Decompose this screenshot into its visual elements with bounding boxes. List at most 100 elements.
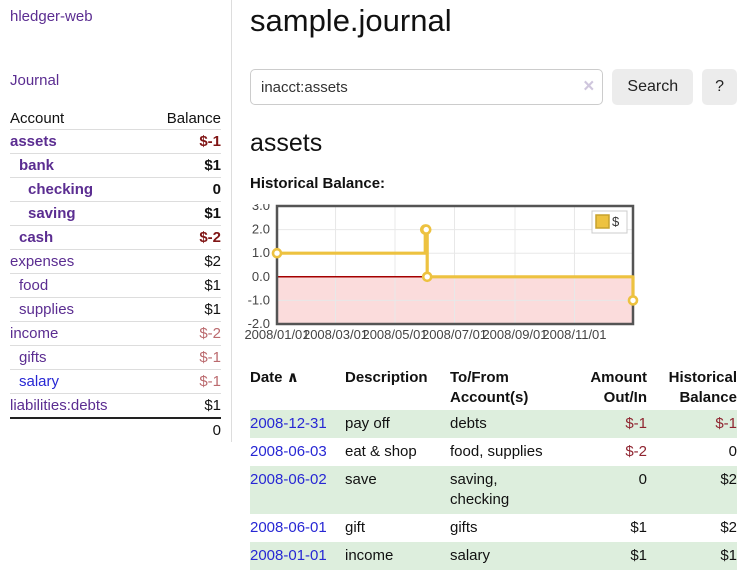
account-link[interactable]: supplies [19,301,75,318]
account-row: assets $-1 [10,129,221,154]
transaction-amount: $1 [630,519,647,536]
accounts-table: Account Balance assets $-1 bank $1 checking 0… [10,108,221,442]
transaction-description: save [345,471,377,488]
transaction-accounts: food, supplies [450,443,543,460]
register-col-balance: Historical Balance [668,369,737,406]
transaction-balance: $2 [720,519,737,536]
transaction-balance: $1 [720,547,737,564]
transaction-description: eat & shop [345,443,417,460]
transaction-balance: 0 [728,443,737,460]
account-row: expenses $2 [10,249,221,274]
transaction-date-link[interactable]: 2008-06-03 [250,443,327,460]
svg-text:2.0: 2.0 [252,222,270,237]
account-row: income $-2 [10,321,221,346]
account-row: cash $-2 [10,225,221,250]
register-col-amount: Amount Out/In [590,369,647,406]
sort-ascending-icon: ∧ [286,369,299,386]
account-balance: $1 [204,397,221,414]
svg-text:-1.0: -1.0 [248,292,270,307]
accounts-col-account: Account [10,110,65,127]
transaction-row[interactable]: 2008-06-02 save saving, checking 0 $2 [250,466,737,514]
transaction-amount: $1 [630,547,647,564]
transaction-accounts: gifts [450,519,478,536]
svg-text:-2.0: -2.0 [248,316,270,331]
transaction-date-link[interactable]: 2008-06-01 [250,519,327,536]
transaction-amount: $-2 [625,443,647,460]
balance-chart-svg: $3.0 2.0 1.0 0.0 -1.0 -2.02008/01/012008/03/0… [244,198,639,342]
account-balance: 0 [212,181,221,198]
account-link[interactable]: checking [28,181,94,198]
svg-text:2008/11/01: 2008/11/01 [542,327,606,342]
account-balance: $1 [204,277,221,294]
account-row: checking 0 [10,177,221,202]
account-balance: $1 [204,157,221,174]
account-link[interactable]: gifts [19,349,47,366]
svg-text:2008/01/01: 2008/01/01 [244,327,309,342]
transaction-description: gift [345,519,366,536]
app-title-link[interactable]: hledger-web [10,8,93,25]
account-link[interactable]: salary [19,373,60,390]
search-button[interactable]: Search [612,69,694,105]
accounts-col-balance: Balance [166,110,221,127]
account-balance: $-1 [199,349,221,366]
chart-legend-label: $ [612,214,620,229]
transaction-date-link[interactable]: 2008-01-01 [250,547,327,564]
account-link[interactable]: liabilities:debts [10,397,108,414]
account-balance: $-2 [199,325,221,342]
account-row: bank $1 [10,153,221,178]
transaction-amount: $-1 [625,415,647,432]
svg-text:2008/03/01: 2008/03/01 [303,327,368,342]
page-title: sample.journal [250,3,452,38]
historical-balance-chart: $3.0 2.0 1.0 0.0 -1.0 -2.0 2008/01/01 2008/03/0… [240,198,737,344]
accounts-table-body: assets $-1 bank $1 checking 0 saving $1 cash $-2 e… [10,129,221,419]
transaction-row[interactable]: 2008-01-01 income salary $1 $1 [250,542,737,570]
account-link[interactable]: expenses [10,253,75,270]
transaction-date-link[interactable]: 2008-12-31 [250,415,327,432]
account-row: gifts $-1 [10,345,221,370]
transaction-row[interactable]: 2008-12-31 pay off debts $-1 $-1 [250,410,737,438]
account-balance: $1 [204,205,221,222]
account-heading: assets [250,129,323,157]
account-link[interactable]: cash [19,229,54,246]
search-input[interactable] [250,69,604,105]
register-col-accounts: To/From Account(s) [450,369,529,406]
accounts-total-value: 0 [212,422,221,439]
register-col-date[interactable]: Date ∧ [250,369,299,386]
transaction-balance: $-1 [715,415,737,432]
account-row: supplies $1 [10,297,221,322]
account-row: salary $-1 [10,369,221,394]
sidebar: hledger-web Journal Account Balance asse… [0,0,232,442]
transaction-description: income [345,547,394,564]
transaction-balance: $2 [720,471,737,488]
transaction-description: pay off [345,415,390,432]
account-row: food $1 [10,273,221,298]
register-col-description: Description [345,369,428,386]
transaction-row[interactable]: 2008-06-03 eat & shop food, supplies $-2 0 [250,438,737,466]
sidebar-item-journal[interactable]: Journal [10,72,60,89]
svg-text:0.0: 0.0 [252,269,270,284]
svg-text:2008/07/01: 2008/07/01 [422,327,487,342]
account-link[interactable]: income [10,325,59,342]
account-balance: $2 [204,253,221,270]
account-link[interactable]: food [19,277,49,294]
svg-text:2008/05/01: 2008/05/01 [362,327,427,342]
svg-text:1.0: 1.0 [252,245,270,260]
account-link[interactable]: saving [28,205,76,222]
transaction-amount: 0 [638,471,647,488]
account-link[interactable]: bank [19,157,55,174]
chart-title: Historical Balance: [250,175,386,192]
account-link[interactable]: assets [10,133,57,150]
transaction-accounts: saving, checking [450,471,510,508]
transaction-date-link[interactable]: 2008-06-02 [250,471,327,488]
account-balance: $-1 [199,133,221,150]
account-balance: $-2 [199,229,221,246]
account-balance: $-1 [199,373,221,390]
register-table: Date ∧ Description To/From Account(s) Am… [250,366,737,570]
transaction-accounts: debts [450,415,487,432]
help-button[interactable]: ? [702,69,737,105]
transaction-row[interactable]: 2008-06-01 gift gifts $1 $2 [250,514,737,542]
search-form: × Search ? [250,69,737,105]
clear-search-icon[interactable]: × [583,76,595,97]
transaction-accounts: salary [450,547,491,564]
